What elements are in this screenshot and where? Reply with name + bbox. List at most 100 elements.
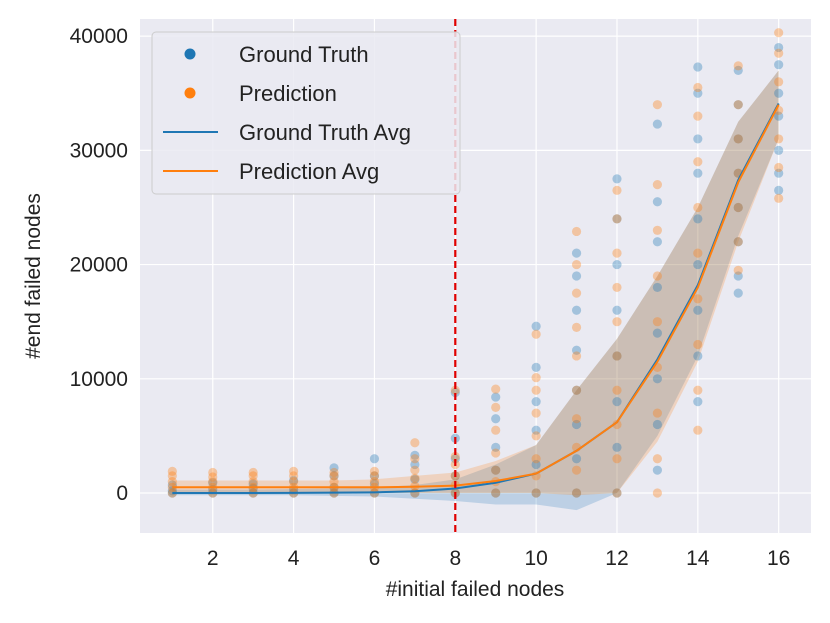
point-ground-truth [693,62,703,72]
point-ground-truth [652,282,662,293]
point-prediction [289,471,299,481]
point-ground-truth [491,414,501,424]
point-prediction [693,157,703,167]
point-prediction [531,385,541,395]
point-ground-truth [733,237,743,247]
line-prediction-avg [172,104,780,489]
point-prediction [774,134,784,144]
point-ground-truth [491,442,501,452]
point-prediction [571,351,582,361]
point-ground-truth [652,197,662,207]
point-prediction [571,385,582,395]
x-tick-label: 12 [605,547,628,570]
point-ground-truth [693,397,703,407]
point-prediction [612,385,622,395]
point-prediction [652,100,662,110]
point-prediction [571,488,582,498]
point-ground-truth [167,488,177,498]
point-prediction [450,451,460,462]
point-ground-truth [652,419,662,430]
point-ground-truth [571,345,582,355]
y-tick-label: 30000 [70,139,128,162]
point-prediction [248,467,258,478]
legend-prediction-marker [184,87,196,99]
point-ground-truth [733,202,743,213]
point-ground-truth [491,488,501,498]
x-tick-label: 14 [686,547,710,570]
y-tick-label: 10000 [70,368,128,391]
point-ground-truth [733,65,743,75]
point-prediction [652,408,662,418]
point-prediction [531,329,541,339]
point-ground-truth [531,397,541,407]
point-prediction [774,48,784,58]
x-tick-label: 2 [207,547,219,570]
x-tick-label: 10 [524,547,547,570]
point-ground-truth [693,214,703,224]
point-ground-truth [733,134,743,144]
point-ground-truth [733,271,743,281]
point-prediction [571,288,582,298]
point-ground-truth [693,134,703,144]
point-ground-truth [693,351,703,361]
point-prediction [693,425,703,435]
legend: Ground Truth Prediction Ground Truth Avg Pr… [151,31,461,195]
point-prediction [774,28,784,38]
point-prediction [733,265,743,275]
point-ground-truth [612,214,622,224]
band-prediction-avg [172,70,779,496]
point-ground-truth [571,248,582,258]
scatter-points [167,28,784,498]
point-prediction [774,162,784,173]
point-prediction [774,193,784,203]
point-ground-truth [652,119,662,129]
point-prediction [571,259,582,270]
point-prediction [571,322,582,332]
point-prediction [167,466,177,476]
confidence-bands [172,70,779,511]
point-prediction [450,385,460,395]
point-prediction [410,438,420,448]
legend-prediction-label: Prediction [239,81,337,106]
point-prediction [693,294,703,304]
average-lines [172,103,780,495]
y-tick-label: 0 [116,482,128,505]
point-ground-truth [612,305,622,315]
point-ground-truth [774,42,784,53]
point-prediction [733,237,743,247]
point-prediction [289,466,299,476]
point-prediction [410,473,420,483]
point-prediction [693,385,703,395]
point-prediction [652,317,662,327]
point-ground-truth [491,465,501,475]
point-ground-truth [289,475,299,486]
x-tick-label: 6 [369,547,381,570]
point-prediction [733,100,743,110]
legend-prediction-avg-label: Prediction Avg [239,159,379,184]
point-prediction [612,214,622,224]
point-ground-truth [733,288,743,298]
point-ground-truth [531,488,541,498]
point-prediction [733,134,743,144]
point-ground-truth [531,362,541,372]
point-ground-truth [652,374,662,384]
y-tick-label: 20000 [70,254,128,277]
y-axis-ticks: 0 10000 20000 30000 40000 [70,25,128,505]
y-tick-label: 40000 [70,25,128,48]
point-ground-truth [693,259,703,270]
point-ground-truth [410,474,420,484]
point-ground-truth [612,488,622,498]
point-prediction [329,471,339,481]
point-prediction [329,477,339,487]
point-prediction [733,202,743,213]
legend-ground-truth-label: Ground Truth [239,42,369,67]
point-ground-truth [531,459,541,470]
point-prediction [612,419,622,430]
x-tick-label: 16 [767,547,790,570]
x-axis-ticks: 2 4 6 8 10 12 14 16 [207,547,790,570]
point-prediction [329,467,339,478]
point-prediction [571,226,582,237]
point-ground-truth [571,305,582,315]
point-prediction [531,408,541,418]
